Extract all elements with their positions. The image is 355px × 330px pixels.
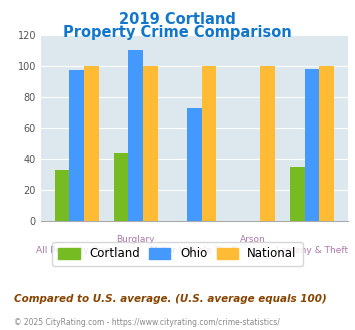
Text: Arson: Arson — [240, 235, 266, 244]
Bar — [319, 66, 334, 221]
Bar — [128, 50, 143, 221]
Legend: Cortland, Ohio, National: Cortland, Ohio, National — [53, 242, 302, 266]
Bar — [261, 66, 275, 221]
Bar — [290, 167, 305, 221]
Bar — [55, 170, 70, 221]
Bar — [84, 66, 99, 221]
Bar — [305, 69, 319, 221]
Text: Burglary: Burglary — [116, 235, 155, 244]
Text: Larceny & Theft: Larceny & Theft — [276, 246, 348, 255]
Text: Property Crime Comparison: Property Crime Comparison — [63, 25, 292, 40]
Text: Compared to U.S. average. (U.S. average equals 100): Compared to U.S. average. (U.S. average … — [14, 294, 327, 304]
Text: 2019 Cortland: 2019 Cortland — [119, 12, 236, 26]
Text: © 2025 CityRating.com - https://www.cityrating.com/crime-statistics/: © 2025 CityRating.com - https://www.city… — [14, 318, 280, 327]
Bar — [187, 108, 202, 221]
Bar — [202, 66, 217, 221]
Bar — [114, 153, 128, 221]
Text: All Property Crime: All Property Crime — [36, 246, 118, 255]
Bar — [143, 66, 158, 221]
Text: Motor Vehicle Theft: Motor Vehicle Theft — [151, 246, 238, 255]
Bar — [70, 70, 84, 221]
